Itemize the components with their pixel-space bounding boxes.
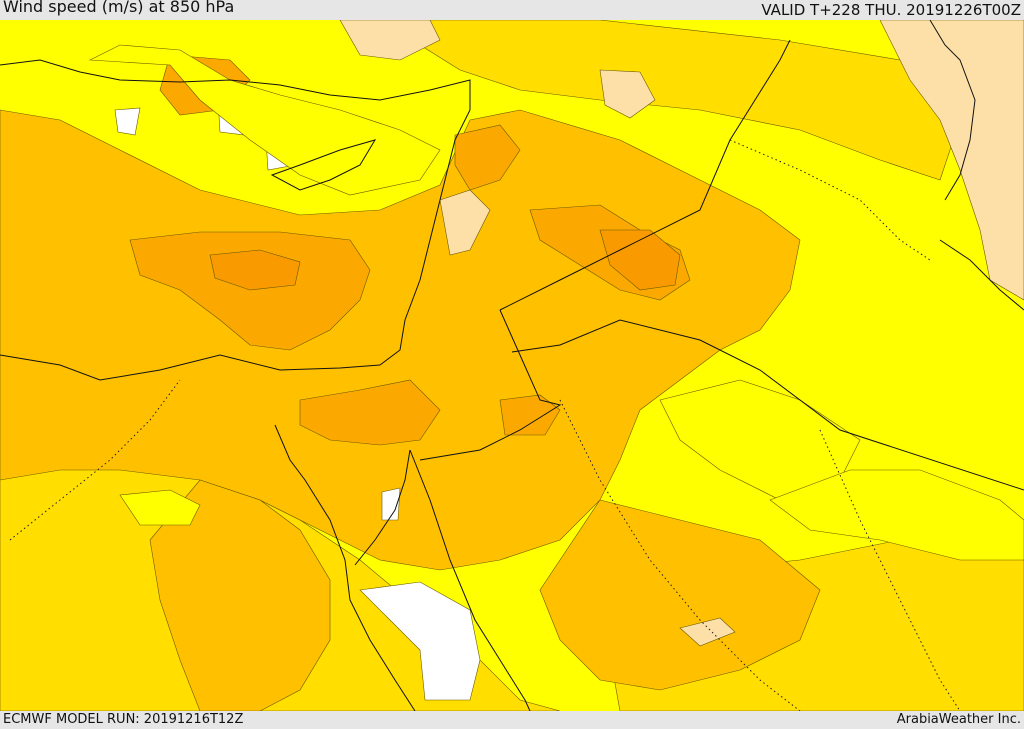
map-title: Wind speed (m/s) at 850 hPa	[3, 0, 235, 16]
field-white-redsea	[359, 581, 481, 701]
field-pale-northeast	[879, 20, 1024, 301]
field-amber-sinai	[149, 479, 331, 711]
credit: ArabiaWeather Inc.	[896, 712, 1021, 727]
map-canvas	[0, 20, 1024, 711]
field-deep-orange-syria	[599, 229, 681, 291]
field-amber-arabia	[539, 499, 821, 691]
field-white-sinai	[381, 487, 401, 521]
valid-time: VALID T+228 THU. 20191226T00Z	[761, 1, 1021, 19]
model-run: ECMWF MODEL RUN: 20191216T12Z	[3, 712, 244, 727]
map-footer: ECMWF MODEL RUN: 20191216T12Z ArabiaWeat…	[0, 711, 1024, 729]
field-yellow-arabia	[769, 469, 1024, 561]
border-syria-iraq	[499, 39, 791, 311]
field-orange-jordan	[499, 394, 561, 436]
border-jordan-east	[419, 309, 562, 461]
map-header: Wind speed (m/s) at 850 hPa VALID T+228 …	[0, 0, 1024, 20]
field-pale-spot	[599, 69, 656, 119]
field-orange-center	[299, 379, 441, 446]
coastline-levant	[379, 109, 471, 366]
border-jordan-saudi	[511, 319, 1024, 491]
field-white-west	[114, 107, 141, 136]
border-dotted-iraq	[729, 139, 931, 261]
coastline-aqaba	[354, 449, 411, 566]
field-orange-west	[129, 231, 371, 351]
field-pale-levant	[439, 189, 491, 256]
field-yellow-sinai	[119, 489, 201, 526]
wind-speed-map	[0, 20, 1024, 711]
field-yellow-anatolia	[88, 44, 441, 196]
field-deep-orange-west	[209, 249, 301, 291]
coastline-anatolia	[0, 59, 471, 110]
field-pale-north	[339, 20, 441, 61]
coastline-gulf	[939, 239, 1024, 311]
coastline-suez	[274, 424, 416, 711]
field-pale-south	[679, 617, 736, 647]
coastline-north-africa	[0, 354, 381, 381]
coastline-cyprus	[270, 139, 377, 191]
field-orange-levant	[454, 124, 521, 191]
coastline-caspian	[929, 20, 976, 201]
field-gold-north	[379, 20, 961, 181]
coastline-arabia-redsea	[409, 449, 531, 711]
